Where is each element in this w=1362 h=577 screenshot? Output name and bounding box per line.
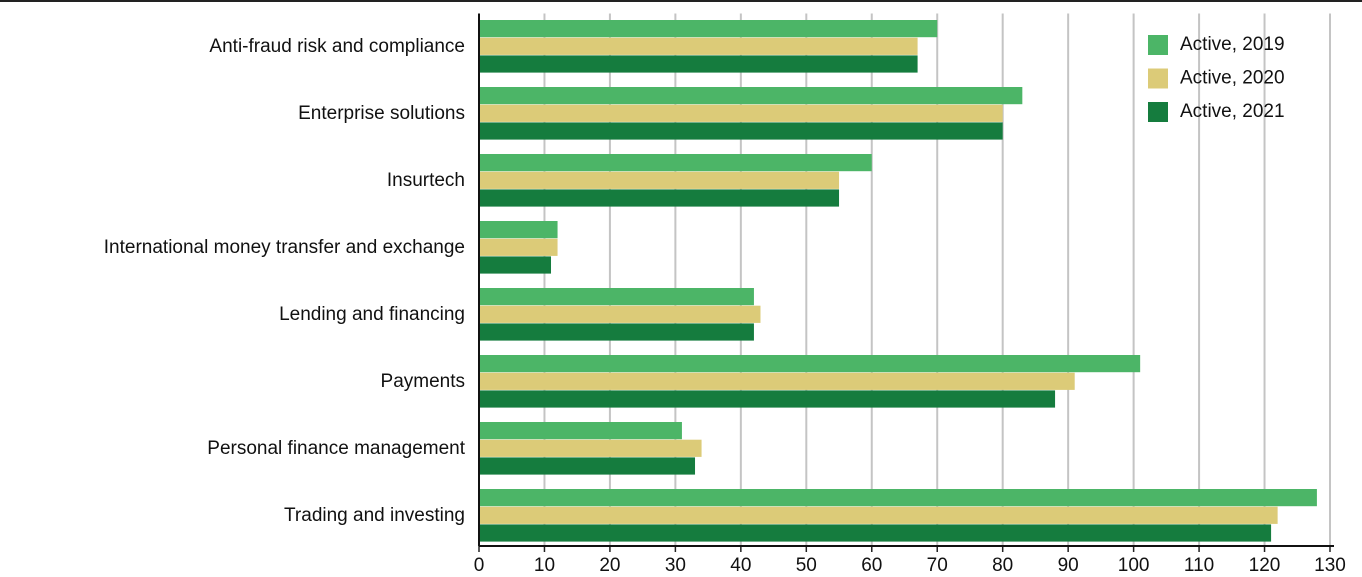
x-tick-label: 110 (1184, 555, 1214, 576)
legend-swatch (1148, 102, 1168, 122)
y-tick-label: Trading and investing (284, 505, 465, 526)
y-tick-label: Payments (381, 371, 465, 392)
bar (479, 154, 872, 172)
bar (479, 355, 1141, 373)
bar (479, 457, 696, 475)
bar (479, 87, 1023, 105)
bar (479, 323, 754, 341)
bar (479, 104, 1003, 122)
bar (479, 55, 918, 73)
x-tick-label: 60 (861, 555, 882, 576)
x-tick-label: 100 (1118, 555, 1150, 576)
x-tick-label: 70 (927, 555, 948, 576)
legend-swatch (1148, 68, 1168, 89)
legend-swatch (1148, 35, 1168, 55)
bar (479, 439, 702, 457)
bar (479, 422, 682, 440)
bar (479, 221, 558, 239)
legend-label: Active, 2021 (1180, 101, 1285, 122)
x-tick-label: 90 (1058, 555, 1079, 576)
bar (479, 171, 840, 189)
x-tick-label: 30 (665, 555, 686, 576)
y-tick-label: Lending and financing (279, 304, 465, 325)
y-tick-label: Insurtech (387, 170, 465, 191)
y-tick-label: Anti-fraud risk and compliance (209, 36, 465, 57)
bar (479, 189, 840, 207)
bar (479, 37, 918, 55)
x-tick-label: 0 (474, 555, 485, 576)
x-tick-label: 120 (1249, 555, 1281, 576)
bar (479, 372, 1075, 390)
bar (479, 20, 938, 38)
x-tick-label: 50 (796, 555, 817, 576)
x-tick-label: 40 (730, 555, 751, 576)
x-tick-label: 130 (1314, 555, 1346, 576)
bar (479, 390, 1056, 408)
x-tick-label: 80 (992, 555, 1013, 576)
bar (479, 489, 1317, 507)
bar (479, 288, 754, 306)
bar (479, 305, 761, 323)
y-tick-label: Personal finance management (207, 438, 465, 459)
legend-label: Active, 2020 (1180, 68, 1285, 89)
bar (479, 122, 1003, 140)
x-tick-label: 10 (534, 555, 555, 576)
bar (479, 238, 558, 256)
y-tick-label: International money transfer and exchang… (104, 237, 465, 258)
legend-label: Active, 2019 (1180, 34, 1285, 55)
x-tick-label: 20 (599, 555, 620, 576)
bar (479, 524, 1272, 542)
bar (479, 256, 552, 274)
y-tick-label: Enterprise solutions (298, 103, 465, 124)
bar (479, 506, 1278, 524)
